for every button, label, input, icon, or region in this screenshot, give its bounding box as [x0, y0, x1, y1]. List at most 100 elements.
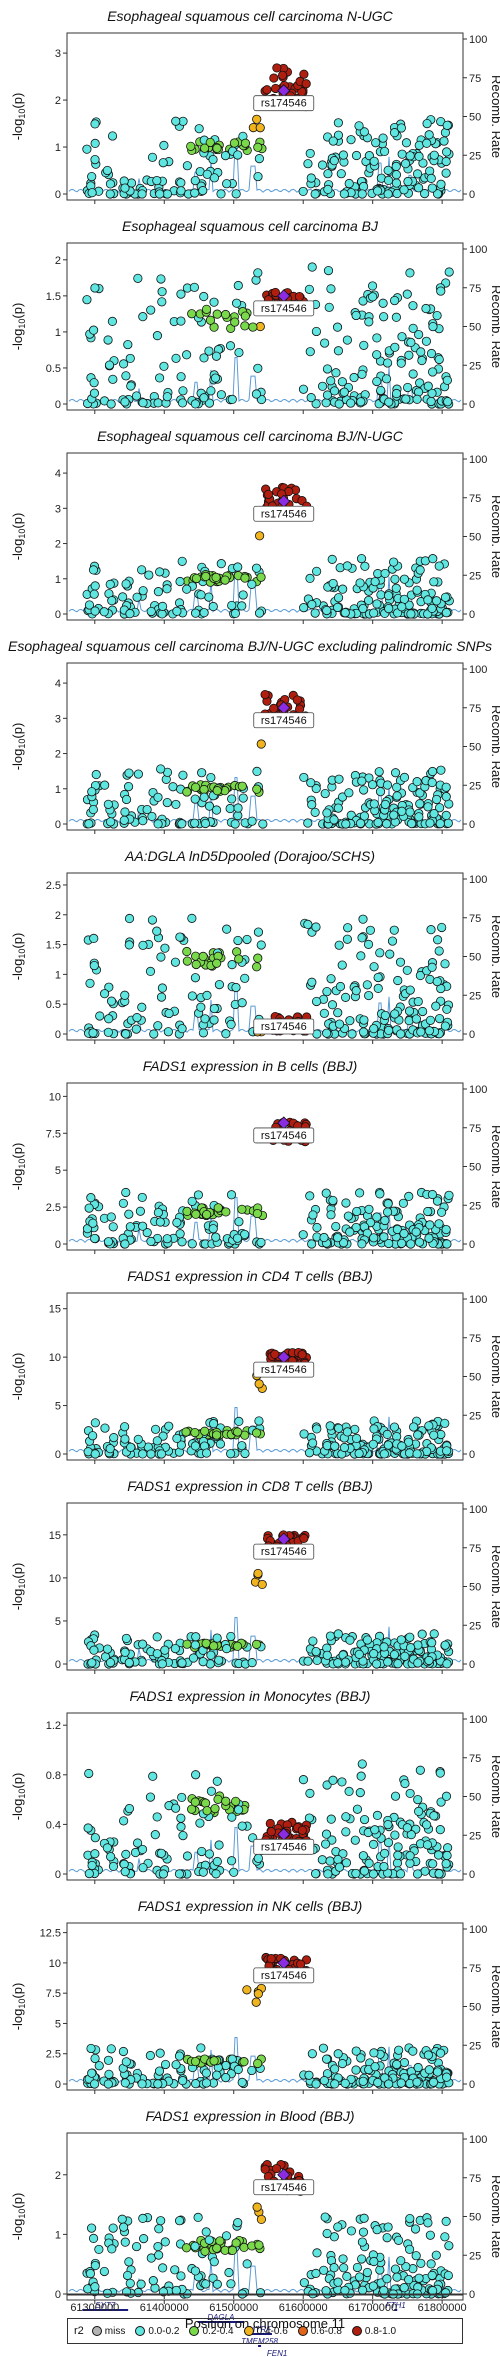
snp-point — [355, 1188, 365, 1198]
snp-point — [156, 952, 166, 962]
snp-point — [102, 165, 112, 176]
snp-point — [125, 609, 135, 619]
snp-point — [391, 170, 402, 180]
snp-point — [364, 317, 374, 327]
y-tick-label: 1 — [55, 142, 61, 154]
y-axis-label: -log10(p) — [10, 1353, 27, 1401]
snp-point — [358, 2227, 369, 2237]
snp-point — [354, 1649, 364, 1659]
snp-point — [308, 1210, 318, 1220]
snp-point — [339, 189, 349, 199]
snp-point — [389, 557, 399, 567]
snp-point — [392, 1858, 403, 1868]
snp-point — [120, 1422, 130, 1432]
snp-point — [158, 2263, 168, 2273]
snp-point — [426, 396, 436, 407]
snp-point — [427, 1189, 438, 1200]
snp-point — [199, 784, 209, 795]
snp-point — [344, 1786, 354, 1797]
snp-point — [132, 592, 142, 602]
snp-point — [94, 2244, 104, 2255]
snp-point — [307, 977, 317, 987]
snp-point — [222, 924, 232, 934]
snp-point — [240, 973, 250, 983]
y-tick-label: 0.8 — [46, 1770, 61, 1782]
snp-point — [382, 819, 392, 829]
snp-point — [389, 810, 399, 820]
snp-point — [227, 1856, 237, 1866]
snp-point — [306, 173, 316, 183]
snp-point — [139, 2234, 149, 2244]
snp-point — [322, 986, 332, 997]
snp-point — [306, 393, 316, 403]
y2-tick-label: 25 — [469, 1830, 481, 1842]
y2-axis-label: Recomb. Rate — [489, 1545, 500, 1628]
snp-point — [357, 369, 367, 379]
snp-point — [442, 2072, 452, 2082]
snp-point — [239, 2057, 249, 2067]
snp-point — [359, 785, 369, 795]
snp-point — [392, 2059, 402, 2069]
snp-point — [328, 1775, 338, 1785]
y2-tick-label: 0 — [469, 1239, 475, 1251]
snp-point — [441, 2216, 451, 2227]
snp-point — [107, 131, 118, 141]
snp-point — [383, 175, 394, 186]
snp-point — [197, 1846, 207, 1857]
plot-frame — [66, 32, 464, 201]
snp-point — [340, 608, 350, 618]
lead-snp-label: rs174546 — [261, 1546, 307, 1558]
snp-point — [343, 1211, 353, 1221]
snp-point — [198, 951, 208, 962]
snp-point — [120, 1647, 130, 1657]
snp-point — [254, 1416, 264, 1426]
snp-point — [146, 606, 156, 617]
snp-point — [372, 333, 382, 343]
y-tick-label: 1 — [55, 327, 61, 339]
snp-point — [120, 183, 130, 193]
y-axis-label: -log10(p) — [10, 1563, 27, 1611]
snp-point — [154, 2250, 164, 2260]
snp-point — [369, 799, 379, 809]
snp-point — [415, 788, 425, 798]
snp-point — [412, 394, 422, 404]
snp-point — [327, 1000, 338, 1010]
snp-point — [323, 266, 334, 276]
snp-point — [420, 189, 430, 199]
snp-point — [86, 1193, 96, 1203]
snp-point — [254, 1379, 264, 1389]
snp-point — [90, 1833, 100, 1843]
snp-point — [211, 1869, 221, 1879]
snp-point — [240, 1448, 250, 1459]
snp-point — [317, 381, 328, 391]
snp-point — [103, 2079, 113, 2089]
y-tick-label: 0 — [55, 1029, 61, 1041]
y2-axis-label: Recomb. Rate — [489, 1335, 500, 1418]
y2-tick-label: 0 — [469, 399, 475, 411]
snp-point — [175, 576, 185, 587]
snp-point — [443, 818, 453, 828]
snp-point — [90, 2282, 100, 2292]
y-tick-label: 0 — [55, 2289, 61, 2301]
snp-point — [82, 295, 92, 305]
snp-point — [158, 158, 168, 168]
snp-point — [89, 1645, 99, 1655]
snp-point — [330, 2064, 340, 2074]
snp-point — [382, 780, 393, 790]
snp-point — [357, 189, 367, 199]
snp-point — [201, 304, 212, 314]
snp-point — [338, 150, 349, 160]
snp-point — [227, 1812, 237, 1822]
snp-point — [138, 586, 148, 596]
snp-point — [87, 1658, 97, 1668]
snp-point — [342, 561, 352, 571]
snp-point — [138, 1863, 148, 1873]
y-tick-label: 5 — [55, 1165, 61, 1177]
snp-point — [220, 151, 231, 161]
snp-point — [303, 818, 313, 828]
snp-point — [162, 392, 172, 402]
snp-point — [404, 1006, 415, 1016]
snp-point — [440, 1021, 450, 1031]
snp-point — [220, 575, 230, 585]
snp-point — [256, 940, 266, 950]
